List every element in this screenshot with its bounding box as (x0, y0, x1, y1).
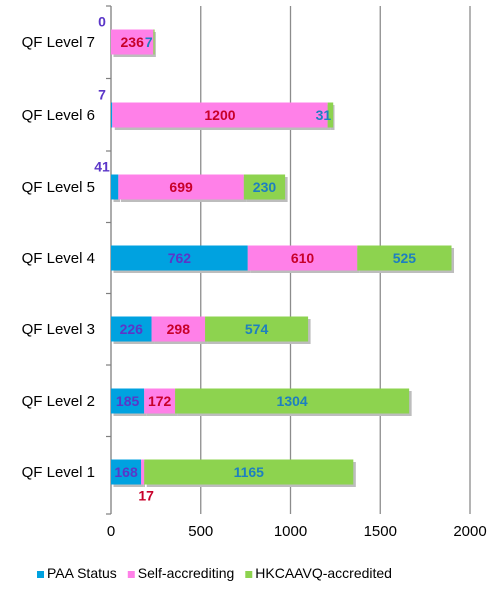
data-label: 236 (121, 34, 145, 50)
bar-segment (243, 174, 286, 200)
data-label: 226 (120, 321, 144, 337)
category-label: QF Level 3 (22, 321, 95, 338)
bar-segment (153, 29, 155, 55)
legend: PAA Status Self-accrediting HKCAAVQ-accred… (37, 565, 392, 581)
bar-segment (175, 388, 410, 414)
data-label: 1165 (234, 464, 265, 480)
category-label: QF Level 5 (22, 179, 95, 196)
bar-segment (111, 459, 142, 485)
data-label: 298 (167, 321, 191, 337)
category-label: QF Level 2 (22, 393, 95, 410)
x-tick-label: 0 (107, 523, 115, 540)
legend-swatch (37, 571, 44, 578)
bar-segment (111, 316, 152, 342)
data-label: 0 (98, 14, 106, 30)
bar-segment (111, 174, 119, 200)
category-label: QF Level 7 (22, 34, 95, 51)
category-label: QF Level 6 (22, 107, 95, 124)
legend-label: HKCAAVQ-accredited (255, 565, 392, 581)
data-label: 172 (148, 393, 172, 409)
bar-segment (205, 316, 309, 342)
data-label: 41 (94, 159, 110, 175)
legend-item: Self-accrediting (127, 565, 235, 581)
category-labels: QF Level 7 QF Level 6 QF Level 5 QF Level 4… (22, 34, 95, 481)
data-label: 17 (138, 488, 154, 504)
bar-segment (111, 388, 145, 414)
data-label: 525 (393, 250, 417, 266)
data-label: 699 (169, 179, 193, 195)
x-tick-label: 1500 (364, 523, 397, 540)
category-label: QF Level 4 (22, 250, 95, 267)
data-label: 610 (291, 250, 315, 266)
bar-segment (144, 388, 176, 414)
bar-segment (111, 29, 154, 55)
data-label: 31 (316, 107, 332, 123)
bar-segment (357, 245, 452, 271)
bar-segment (247, 245, 358, 271)
data-label: 7 (98, 87, 106, 103)
legend-label: PAA Status (47, 565, 117, 581)
bar-segment (112, 102, 328, 128)
bar-segment (111, 102, 113, 128)
x-tick-label: 500 (188, 523, 213, 540)
data-label: 1200 (204, 107, 235, 123)
bars (111, 29, 452, 485)
legend-swatch (245, 571, 253, 578)
bar-segment (327, 102, 334, 128)
bar-segment (111, 245, 248, 271)
data-label: 1304 (277, 393, 308, 409)
x-tick-label: 1000 (274, 523, 307, 540)
legend-item: PAA Status (37, 565, 117, 581)
data-label: 762 (168, 250, 192, 266)
bar-segment (144, 459, 354, 485)
x-axis-ticks: 0 500 1000 1500 2000 (107, 523, 487, 540)
data-label: 168 (114, 464, 138, 480)
data-label: 574 (245, 321, 269, 337)
bar-segment (151, 316, 206, 342)
data-label: 185 (116, 393, 140, 409)
legend-label: Self-accrediting (138, 565, 235, 581)
legend-item: HKCAAVQ-accredited (245, 565, 392, 581)
category-label: QF Level 1 (22, 464, 95, 481)
bar-segment (141, 459, 145, 485)
x-tick-label: 2000 (453, 523, 486, 540)
data-label: 230 (253, 179, 277, 195)
bar-segment (118, 174, 244, 200)
legend-swatch (127, 571, 135, 578)
data-label: 7 (145, 34, 153, 50)
